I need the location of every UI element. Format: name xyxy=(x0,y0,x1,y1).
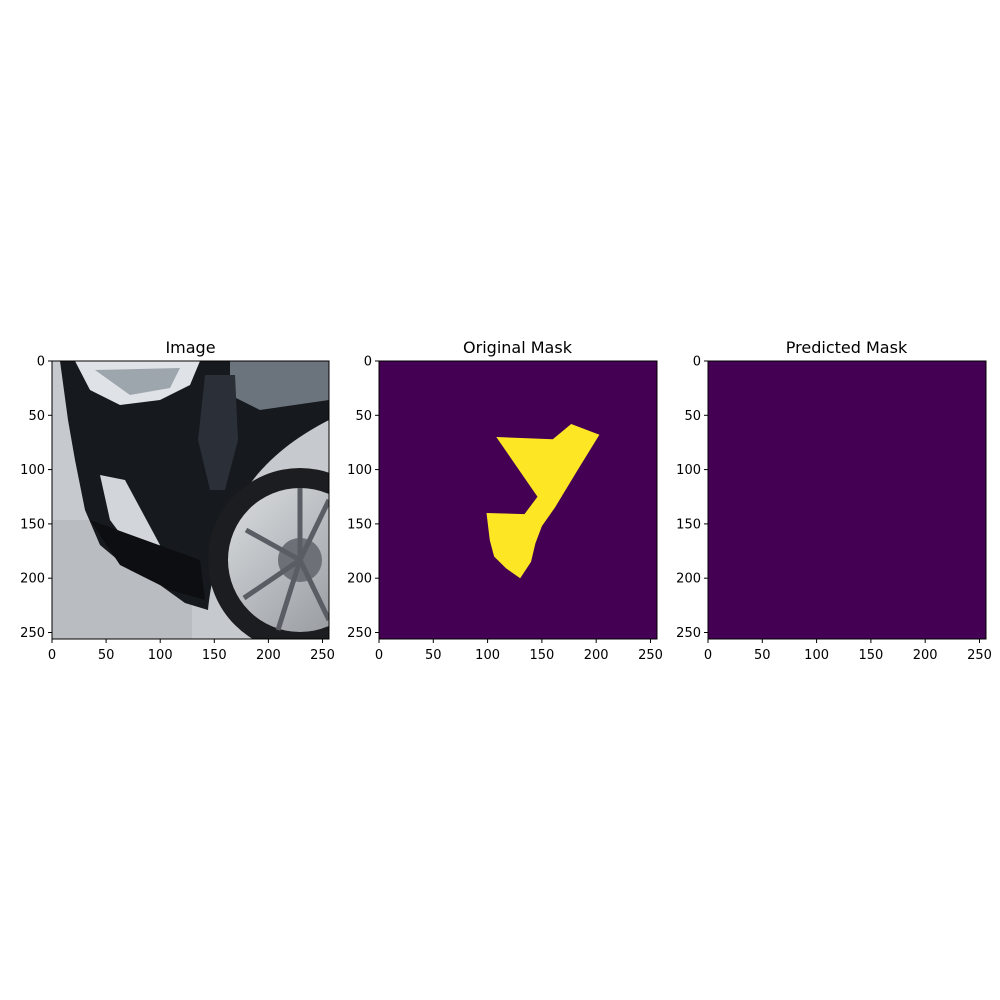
y-tick-label: 200 xyxy=(347,572,372,587)
panel-title-predicted-mask: Predicted Mask xyxy=(786,338,908,357)
x-tick-label: 150 xyxy=(858,648,883,663)
x-tick-label: 100 xyxy=(804,648,829,663)
x-tick-label: 100 xyxy=(148,648,173,663)
x-tick-label: 250 xyxy=(638,648,663,663)
x-axis-image: 0 50 100 150 200 250 xyxy=(48,639,335,663)
y-tick-label: 250 xyxy=(347,626,372,641)
axes-frame-original-mask xyxy=(378,360,658,640)
panel-image: Image xyxy=(20,338,335,663)
y-axis-predicted-mask: 0 50 100 150 200 250 xyxy=(676,355,708,641)
mask-region-original xyxy=(486,424,600,579)
y-tick-label: 250 xyxy=(20,626,45,641)
x-tick-label: 200 xyxy=(584,648,609,663)
y-tick-label: 50 xyxy=(28,409,45,424)
y-tick-label: 200 xyxy=(676,572,701,587)
axes-frame-predicted-mask xyxy=(707,360,987,640)
x-tick-label: 0 xyxy=(375,648,383,663)
x-tick-label: 150 xyxy=(529,648,554,663)
y-tick-label: 250 xyxy=(676,626,701,641)
x-tick-label: 50 xyxy=(754,648,771,663)
y-axis-image: 0 50 100 150 200 250 xyxy=(20,355,52,641)
y-tick-label: 0 xyxy=(693,355,701,370)
x-tick-label: 0 xyxy=(48,648,56,663)
panel-predicted-mask: Predicted Mask 0 50 100 150 200 250 0 50 100 150… xyxy=(676,338,992,663)
y-tick-label: 150 xyxy=(20,517,45,532)
x-tick-label: 150 xyxy=(202,648,227,663)
y-tick-label: 50 xyxy=(355,409,372,424)
x-tick-label: 200 xyxy=(256,648,281,663)
x-tick-label: 250 xyxy=(967,648,992,663)
y-tick-label: 100 xyxy=(676,463,701,478)
axes-frame-image xyxy=(51,360,330,640)
x-axis-original-mask: 0 50 100 150 200 250 xyxy=(375,639,663,663)
x-tick-label: 50 xyxy=(98,648,115,663)
panel-title-image: Image xyxy=(165,338,215,357)
x-tick-label: 250 xyxy=(310,648,335,663)
y-tick-label: 0 xyxy=(364,355,372,370)
y-tick-label: 100 xyxy=(347,463,372,478)
y-tick-label: 100 xyxy=(20,463,45,478)
y-tick-label: 150 xyxy=(347,517,372,532)
car-photo xyxy=(52,361,329,639)
y-axis-original-mask: 0 50 100 150 200 250 xyxy=(347,355,379,641)
y-tick-label: 50 xyxy=(684,409,701,424)
x-tick-label: 50 xyxy=(425,648,442,663)
y-tick-label: 150 xyxy=(676,517,701,532)
mask-background-predicted xyxy=(708,361,986,639)
x-tick-label: 200 xyxy=(913,648,938,663)
x-tick-label: 100 xyxy=(475,648,500,663)
mask-background-original xyxy=(379,361,657,639)
panel-title-original-mask: Original Mask xyxy=(463,338,573,357)
y-tick-label: 200 xyxy=(20,572,45,587)
x-tick-label: 0 xyxy=(704,648,712,663)
panel-original-mask: Original Mask 0 50 100 150 200 250 0 50 100 150 2… xyxy=(347,338,663,663)
x-axis-predicted-mask: 0 50 100 150 200 250 xyxy=(704,639,992,663)
y-tick-label: 0 xyxy=(37,355,45,370)
